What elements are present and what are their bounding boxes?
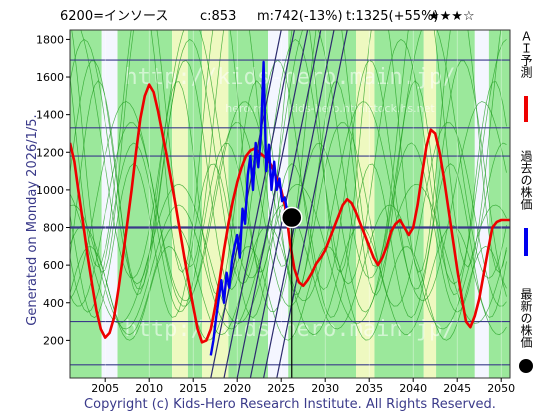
- x-tick-label-8: 2045: [443, 382, 471, 395]
- green-line-2: [70, 204, 507, 330]
- header-code: 6200=インソース: [60, 9, 168, 24]
- x-tick-label-6: 2035: [355, 382, 383, 395]
- y-tick-label-0: 200: [43, 334, 64, 347]
- legend-label-ai: ＡＩ予測: [519, 30, 533, 79]
- green-line-1: [70, 225, 507, 336]
- header-mean: m:742(-13%): [257, 9, 343, 24]
- legend-swatch-latest: [519, 359, 533, 373]
- green-line-11: [80, 30, 507, 279]
- plot-clipped: [70, 30, 510, 378]
- y-tick-label-1: 400: [43, 297, 64, 310]
- x-tick-label-0: 2005: [91, 382, 119, 395]
- band-0: [70, 30, 102, 378]
- y-tick-label-5: 1200: [36, 146, 64, 159]
- x-tick-label-9: 2050: [487, 382, 515, 395]
- y-tick-label-6: 1400: [36, 109, 64, 122]
- green-line-7: [70, 101, 507, 302]
- trend-line-4: [263, 30, 335, 378]
- y-tick-label-2: 600: [43, 259, 64, 272]
- y-tick-label-4: 1000: [36, 184, 64, 197]
- generated-label: Generated on Monday 2026/1/5.: [25, 114, 40, 325]
- legend-label-past: 過去の株価: [519, 150, 533, 210]
- copyright: Copyright (c) Kids-Hero Research Institu…: [84, 397, 496, 412]
- latest-price-marker: [281, 206, 303, 229]
- green-line-6: [70, 122, 507, 307]
- y-axis: 200 400 600 800 1000 1200 1400 1600 1800: [36, 33, 70, 347]
- trend-line-2: [236, 30, 309, 378]
- trend-line-1: [223, 30, 295, 378]
- band-12: [436, 30, 475, 378]
- y-tick-label-8: 1800: [36, 33, 64, 46]
- x-tick-label-2: 2015: [179, 382, 207, 395]
- header-rating: ★★★☆: [428, 9, 475, 24]
- green-line-8: [70, 80, 507, 296]
- green-line-0: [70, 246, 507, 341]
- x-tick-label-3: 2020: [223, 382, 251, 395]
- x-tick-label-7: 2040: [399, 382, 427, 395]
- band-9: [356, 30, 375, 378]
- legend-label-latest: 最新の株価: [519, 288, 533, 348]
- trend-line-5: [276, 30, 348, 378]
- header-target: t:1325(+55%): [346, 9, 439, 24]
- plot-area: http://kids-hero.main.jp/hero.m... ...ki…: [69, 29, 511, 379]
- x-axis: 2005 2010 2015 2020 2025 2030 2035 2040 2045 2050: [91, 378, 515, 395]
- watermark-3: http://kids-hero.main.jp/: [124, 317, 455, 342]
- y-tick-label-7: 1600: [36, 71, 64, 84]
- x-tick-label-1: 2010: [135, 382, 163, 395]
- x-tick-label-4: 2025: [267, 382, 295, 395]
- band-10: [374, 30, 424, 378]
- header-current: c:853: [200, 9, 236, 24]
- x-tick-label-5: 2030: [311, 382, 339, 395]
- y-tick-label-3: 800: [43, 222, 64, 235]
- ai-forecast-line: [70, 83, 510, 344]
- past-price-line: [209, 60, 293, 356]
- green-line-9: [70, 59, 507, 290]
- plot-border: [69, 29, 511, 379]
- green-line-10: [70, 38, 507, 285]
